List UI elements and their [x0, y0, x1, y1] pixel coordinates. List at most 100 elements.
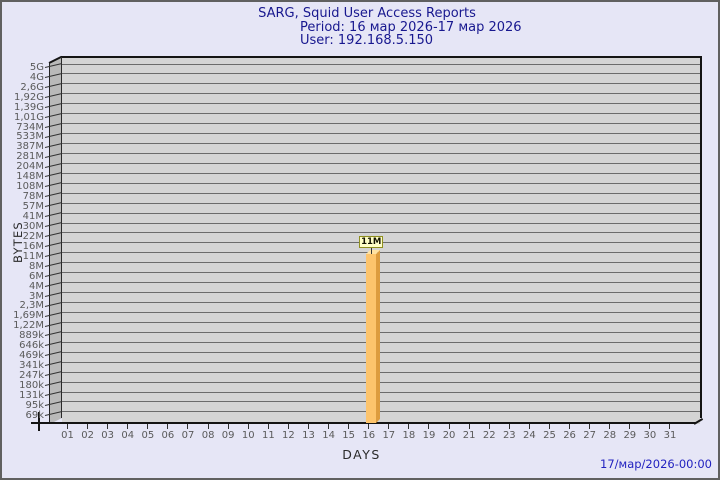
x-tick-label: 29: [623, 429, 637, 441]
grid-line: [62, 172, 700, 174]
x-tick: [528, 424, 530, 429]
x-tick-label: 08: [201, 429, 215, 441]
x-tick-label: 16: [362, 429, 376, 441]
x-tick: [147, 424, 149, 429]
y-tick-label: 5G: [29, 61, 44, 73]
grid-line: [62, 401, 700, 403]
x-tick-label: 26: [563, 429, 576, 441]
x-tick-label: 30: [643, 429, 657, 441]
y-tick-label: 1,22M: [13, 320, 44, 332]
x-tick-label: 19: [422, 429, 436, 441]
x-tick-label: 28: [603, 429, 617, 441]
grid-line: [62, 143, 700, 145]
y-tick-label: 22M: [22, 230, 44, 242]
grid-line: [62, 212, 700, 214]
y-tick-label: 646k: [19, 340, 44, 352]
x-tick: [187, 424, 189, 429]
x-axis-line: [31, 422, 696, 424]
bar-value-connector: [370, 247, 373, 255]
y-tick-label: 889k: [19, 330, 44, 342]
x-tick-label: 20: [442, 429, 456, 441]
y-tick-label: 533M: [16, 131, 44, 143]
y-tick-label: 281M: [16, 151, 44, 163]
y-tick-label: 57M: [22, 201, 44, 213]
grid-line: [62, 133, 700, 135]
x-tick: [468, 424, 470, 429]
y-tick-label: 341k: [19, 360, 44, 372]
x-tick: [448, 424, 450, 429]
grid-line: [62, 113, 700, 115]
report-timestamp: 17/мар/2026-00:00: [600, 457, 712, 471]
x-tick: [629, 424, 631, 429]
x-tick: [348, 424, 350, 429]
y-tick-label: 4M: [29, 280, 44, 292]
y-tick-label: 108M: [16, 181, 44, 193]
x-tick-label: 13: [302, 429, 315, 441]
grid-line: [62, 391, 700, 393]
x-tick-label: 21: [462, 429, 476, 441]
x-tick-label: 04: [121, 429, 135, 441]
x-tick-label: 15: [342, 429, 356, 441]
wall-right-edge: [61, 57, 63, 418]
grid-line: [62, 321, 700, 323]
x-tick-label: 11: [261, 429, 275, 441]
y-tick-label: 41M: [22, 211, 44, 222]
x-tick-label: 06: [161, 429, 175, 441]
x-tick: [167, 424, 169, 429]
y-tick-label: 387M: [16, 141, 44, 153]
chart-period: Period: 16 мар 2026-17 мар 2026: [300, 20, 522, 35]
x-tick: [207, 424, 209, 429]
wall-left-edge: [49, 62, 51, 424]
x-tick: [328, 424, 330, 429]
grid-line: [62, 272, 700, 274]
grid-line: [62, 152, 700, 154]
y-tick-label: 6M: [29, 270, 44, 282]
y-tick-label: 148M: [16, 171, 44, 183]
x-tick: [488, 424, 490, 429]
grid-line: [62, 63, 700, 65]
axis-corner-stub: [38, 411, 40, 431]
grid-line: [62, 381, 700, 383]
grid-line: [62, 371, 700, 373]
grid-line: [62, 182, 700, 184]
grid-line: [62, 162, 700, 164]
y-tick-label: 247k: [19, 370, 44, 382]
x-tick-label: 10: [241, 429, 255, 441]
x-tick-label: 22: [482, 429, 496, 441]
x-tick-label: 27: [583, 429, 597, 441]
grid-line: [62, 361, 700, 363]
grid-line: [62, 202, 700, 204]
x-tick: [127, 424, 129, 429]
y-tick-label: 30M: [22, 220, 44, 232]
y-tick-label: 69k: [25, 409, 44, 421]
x-tick-label: 18: [402, 429, 416, 441]
grid-line: [62, 312, 700, 313]
left-wall: [50, 57, 62, 424]
grid-line: [62, 292, 700, 294]
bar-side: [376, 250, 381, 423]
grid-line: [62, 73, 700, 75]
x-tick: [227, 424, 229, 429]
x-tick-label: 25: [543, 429, 556, 441]
y-tick-label: 1,39G: [13, 101, 44, 113]
chart-title: SARG, Squid User Access Reports: [258, 6, 476, 21]
x-tick: [87, 424, 89, 429]
y-tick-label: 734M: [16, 121, 44, 133]
y-tick-label: 180k: [19, 379, 44, 391]
y-tick-label: 1,92G: [13, 91, 44, 103]
x-tick-label: 03: [101, 429, 115, 441]
x-tick: [508, 424, 510, 429]
grid-line: [62, 282, 700, 284]
y-tick-label: 1,01G: [13, 111, 44, 123]
x-tick: [247, 424, 249, 429]
y-tick-label: 78M: [22, 191, 44, 203]
y-tick-label: 2,6G: [20, 81, 44, 93]
x-tick: [548, 424, 550, 429]
bar-value-label: 11M: [359, 236, 384, 249]
x-tick: [649, 424, 651, 429]
x-tick: [107, 424, 109, 429]
grid-line: [62, 222, 700, 224]
x-tick: [569, 424, 571, 429]
